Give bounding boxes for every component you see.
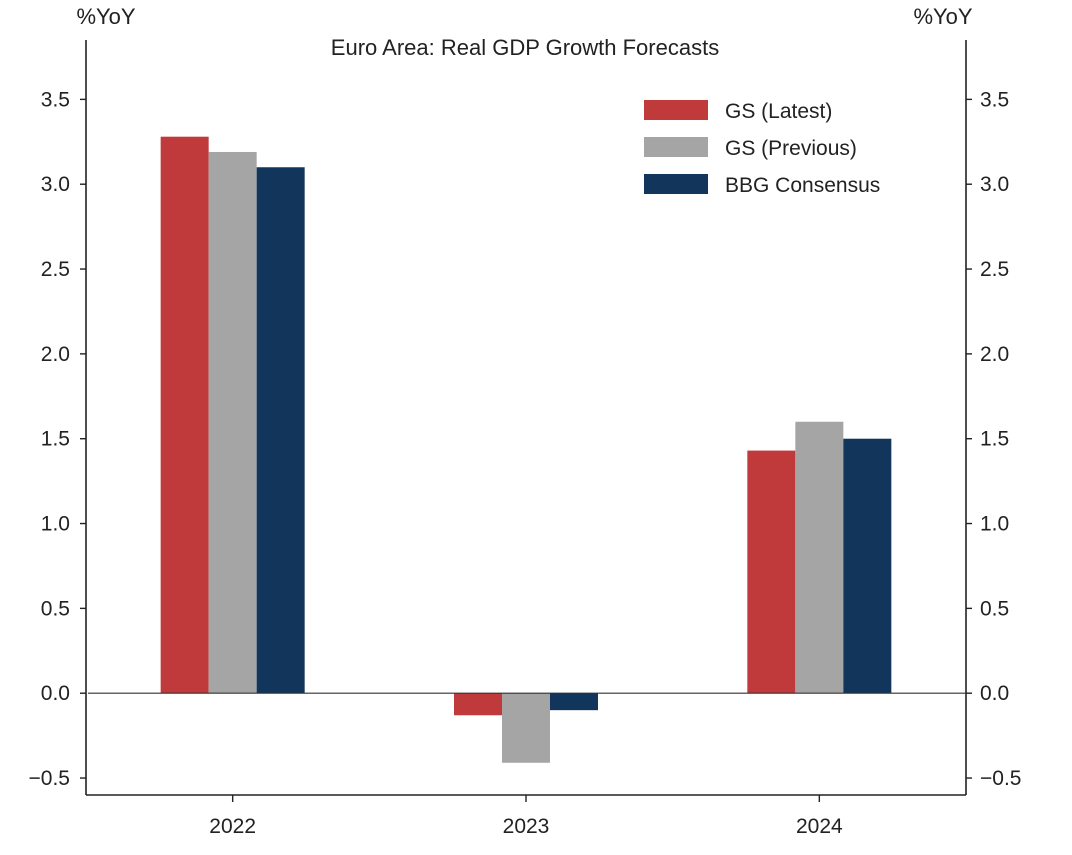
bar-gs-latest-2023 [454, 693, 502, 716]
bar-gs-latest-2022 [160, 136, 209, 694]
legend-swatch [644, 100, 708, 120]
y-tick-label-right: 2.0 [980, 343, 1009, 366]
y-tick-label-left: 1.0 [41, 513, 70, 536]
x-tick-label: 2022 [209, 815, 256, 838]
y-axis-label-right: %YoY [913, 4, 972, 29]
y-tick-label-right: 0.0 [980, 682, 1009, 705]
bar-gs-previous-2023 [502, 693, 550, 763]
bar-bbg-consensus-2024 [843, 438, 892, 694]
bar-gs-previous-2022 [208, 151, 257, 694]
y-tick-label-left: 3.0 [41, 173, 70, 196]
y-tick-label-right: 1.0 [980, 513, 1009, 536]
y-tick-label-left: 0.5 [41, 597, 70, 620]
bar-bbg-consensus-2022 [256, 167, 305, 694]
y-tick-label-left: 2.5 [41, 258, 70, 281]
y-tick-label-right: 3.0 [980, 173, 1009, 196]
x-tick-label: 2023 [503, 815, 550, 838]
y-tick-label-left: 3.5 [41, 88, 70, 111]
y-tick-label-right: 0.5 [980, 597, 1009, 620]
legend-label: GS (Latest) [725, 100, 832, 123]
bar-bbg-consensus-2023 [550, 693, 598, 711]
legend-label: BBG Consensus [725, 174, 880, 197]
legend-swatch [644, 174, 708, 194]
x-tick-label: 2024 [796, 815, 843, 838]
y-tick-label-left: 1.5 [41, 428, 70, 451]
y-tick-label-right: −0.5 [980, 767, 1021, 790]
y-tick-label-right: 1.5 [980, 428, 1009, 451]
bar-gs-latest-2024 [747, 450, 796, 694]
y-tick-label-right: 3.5 [980, 88, 1009, 111]
y-tick-label-right: 2.5 [980, 258, 1009, 281]
legend-label: GS (Previous) [725, 137, 857, 160]
chart-title: Euro Area: Real GDP Growth Forecasts [331, 35, 719, 60]
bar-gs-previous-2024 [795, 421, 844, 694]
plot-area: −0.5 −0.5 0.0 0.0 0.5 0.5 1.0 1.0 1.5 1.5 2.0 2.0 2.… [29, 40, 1021, 838]
legend-swatch [644, 137, 708, 157]
y-tick-label-left: 2.0 [41, 343, 70, 366]
y-tick-label-left: −0.5 [29, 767, 70, 790]
legend: GS (Latest) GS (Previous) BBG Consensus [644, 100, 880, 197]
y-axis-label-left: %YoY [76, 4, 135, 29]
y-tick-label-left: 0.0 [41, 682, 70, 705]
